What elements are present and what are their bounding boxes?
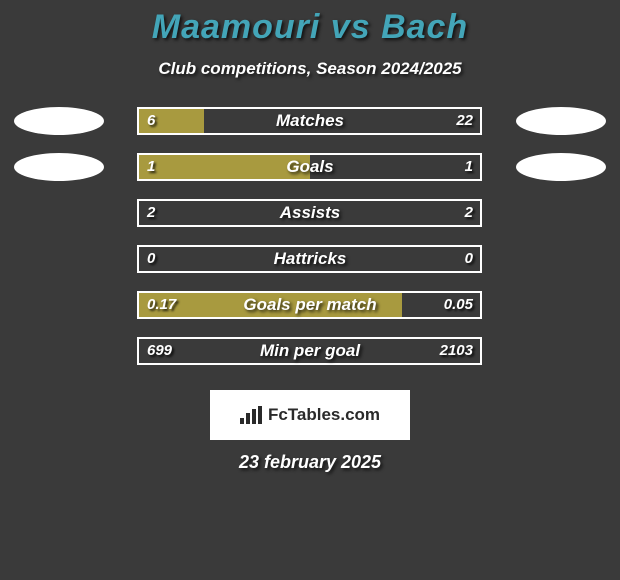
stat-row: 00Hattricks <box>0 245 620 273</box>
stat-label: Hattricks <box>0 245 620 273</box>
subtitle: Club competitions, Season 2024/2025 <box>0 59 620 79</box>
stat-label: Matches <box>0 107 620 135</box>
stat-row: 622Matches <box>0 107 620 135</box>
date-text: 23 february 2025 <box>0 452 620 473</box>
page-title: Maamouri vs Bach <box>0 8 620 47</box>
bar-chart-icon <box>240 406 262 424</box>
brand-badge[interactable]: FcTables.com <box>210 390 410 440</box>
stats-area: 622Matches 11Goals 22Assists 00Hattricks 0.1… <box>0 107 620 365</box>
stat-label: Min per goal <box>0 337 620 365</box>
stat-row: 0.170.05Goals per match <box>0 291 620 319</box>
brand-text: FcTables.com <box>268 405 380 425</box>
stat-row: 6992103Min per goal <box>0 337 620 365</box>
comparison-card: Maamouri vs Bach Club competitions, Seas… <box>0 0 620 580</box>
stat-row: 11Goals <box>0 153 620 181</box>
stat-label: Goals per match <box>0 291 620 319</box>
stat-label: Goals <box>0 153 620 181</box>
stat-label: Assists <box>0 199 620 227</box>
stat-row: 22Assists <box>0 199 620 227</box>
